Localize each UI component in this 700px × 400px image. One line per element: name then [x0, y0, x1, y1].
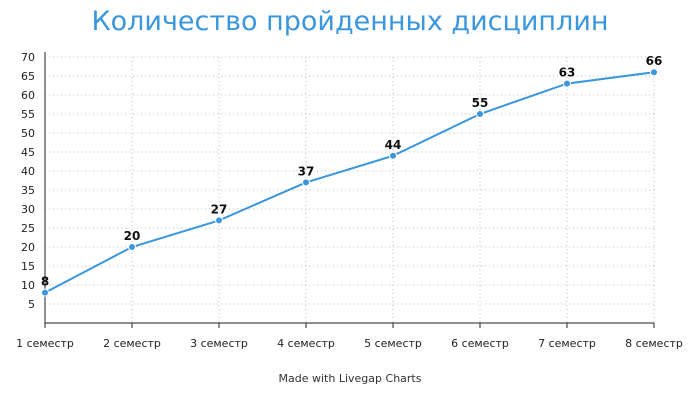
- x-axis-ticks: 1 семестр 2 семестр 3 семестр 4 семестр 5 се…: [16, 337, 683, 350]
- y-tick-label: 45: [21, 146, 35, 159]
- y-tick-label: 65: [21, 70, 35, 83]
- y-tick-label: 55: [21, 108, 35, 121]
- data-label: 20: [124, 229, 141, 243]
- y-axis-ticks: 5 10 15 20 25 30 35 40 45 50 55 60 65 70: [21, 51, 35, 311]
- data-point: [41, 288, 49, 297]
- data-point: [302, 178, 310, 187]
- y-tick-label: 30: [21, 203, 35, 216]
- gridlines: [45, 56, 655, 323]
- x-tick-label: 4 семестр: [277, 337, 335, 350]
- data-label: 44: [385, 138, 402, 152]
- y-tick-label: 35: [21, 184, 35, 197]
- x-tick-label: 8 семестр: [625, 337, 683, 350]
- x-tick-label: 1 семестр: [16, 337, 74, 350]
- data-point: [215, 216, 223, 225]
- y-tick-label: 10: [21, 279, 35, 292]
- x-tick-label: 2 семестр: [103, 337, 161, 350]
- data-label: 27: [211, 202, 228, 216]
- data-point: [389, 151, 397, 160]
- data-label: 66: [646, 54, 663, 68]
- data-labels: 8 20 27 37 44 55 63 66: [41, 54, 663, 288]
- data-label: 55: [472, 96, 489, 110]
- data-point: [650, 68, 658, 77]
- x-tick-label: 3 семестр: [190, 337, 248, 350]
- x-tick-label: 5 семестр: [364, 337, 422, 350]
- x-tick-label: 7 семестр: [538, 337, 596, 350]
- y-tick-label: 15: [21, 260, 35, 273]
- y-tick-label: 20: [21, 241, 35, 254]
- data-label: 63: [559, 66, 576, 80]
- axes: [44, 52, 655, 328]
- y-tick-label: 60: [21, 89, 35, 102]
- y-tick-label: 50: [21, 127, 35, 140]
- y-tick-label: 25: [21, 222, 35, 235]
- chart-title: Количество пройденных дисциплин: [91, 6, 609, 37]
- y-tick-label: 5: [28, 298, 35, 311]
- data-point: [128, 243, 136, 251]
- footer-credit: Made with Livegap Charts: [278, 372, 422, 385]
- data-label: 8: [41, 275, 49, 289]
- series-layer: [41, 68, 658, 297]
- series-line: [44, 71, 655, 294]
- data-point: [476, 110, 484, 118]
- x-tick-label: 6 семестр: [451, 337, 509, 350]
- y-tick-label: 70: [21, 51, 35, 64]
- y-tick-label: 40: [21, 165, 35, 178]
- data-point: [563, 79, 571, 88]
- data-label: 37: [298, 164, 315, 178]
